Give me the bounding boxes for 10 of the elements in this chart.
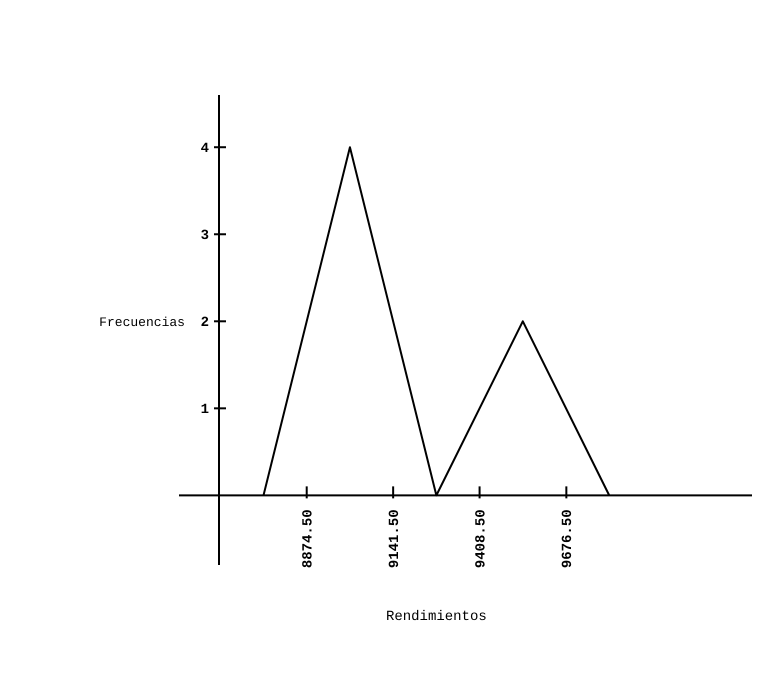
x-tick-label: 8874.50 — [300, 509, 317, 568]
y-tick-label: 4 — [200, 141, 209, 158]
y-tick-label: 1 — [200, 402, 209, 418]
x-axis-title: Rendimientos — [386, 609, 487, 625]
x-tick-label: 9141.50 — [387, 509, 404, 568]
y-tick-label: 3 — [200, 228, 209, 244]
x-tick-label: 9676.50 — [560, 509, 576, 568]
y-axis-title: Frecuencias — [99, 314, 185, 330]
x-tick-label: 9408.50 — [473, 509, 490, 568]
y-tick-label: 2 — [200, 315, 209, 332]
